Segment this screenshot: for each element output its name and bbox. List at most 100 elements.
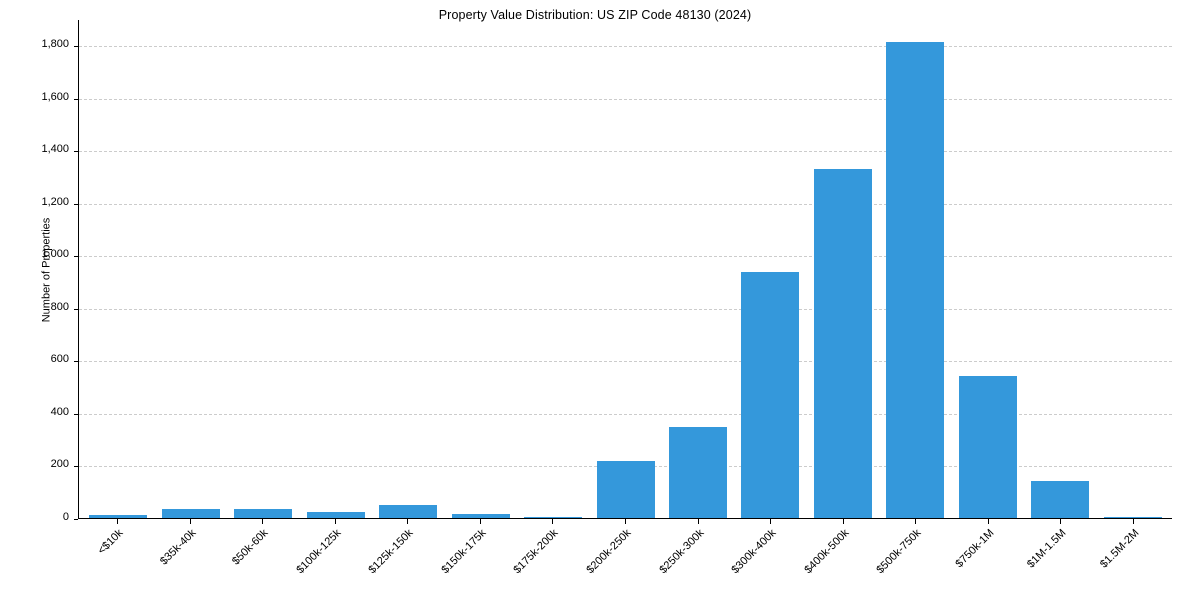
x-axis-tick-label: <$10k (95, 527, 126, 557)
bar-slot (1097, 19, 1169, 518)
y-axis-tick-mark (74, 203, 78, 205)
y-axis-tick-label: 200 (50, 458, 69, 471)
x-axis-tick-mark (407, 519, 409, 524)
x-axis-tick-mark (117, 519, 119, 524)
bar-slot (952, 19, 1024, 518)
x-axis-tick-mark (770, 519, 772, 524)
bar[interactable] (958, 375, 1017, 518)
bar-slot (517, 19, 589, 518)
x-axis-tick: $200k-250k (584, 519, 662, 590)
y-axis-tick-label: 1,600 (41, 90, 69, 103)
x-axis-tick: $500k-750k (874, 519, 952, 590)
x-axis-tick: $35k-40k (154, 519, 227, 590)
x-axis-tick: $100k-125k (294, 519, 372, 590)
x-axis-tick: $1.5M-2M (1096, 519, 1169, 590)
bar-slot (154, 19, 226, 518)
x-axis-tick: $250k-300k (657, 519, 734, 590)
x-axis-tick-mark (1060, 519, 1062, 524)
bar-slot (82, 19, 154, 518)
x-axis-tick-mark (842, 519, 844, 524)
bar[interactable] (89, 515, 148, 518)
x-axis-tick-label: $35k-40k (157, 527, 199, 568)
x-axis-tick-label: $175k-200k (511, 527, 561, 577)
x-axis-tick: $300k-400k (729, 519, 807, 590)
y-axis-tick-label: 1,000 (41, 248, 69, 261)
x-axis-tick-label: $100k-125k (294, 527, 344, 577)
bar-slot (662, 19, 734, 518)
x-axis-tick: $50k-60k (226, 519, 299, 590)
x-axis-tick-label: $300k-400k (729, 527, 779, 577)
y-axis-tick-label: 600 (50, 353, 69, 366)
bar-slot (1024, 19, 1096, 518)
x-axis-tick: $125k-150k (367, 519, 444, 590)
x-axis-tick-mark (479, 519, 481, 524)
x-axis-tick-label: $500k-750k (874, 527, 924, 577)
bar[interactable] (1103, 516, 1162, 518)
x-axis-tick: $150k-175k (439, 519, 517, 590)
chart-title: Property Value Distribution: US ZIP Code… (438, 8, 752, 22)
x-axis-tick-mark (697, 519, 699, 524)
x-axis-tick-label: $750k-1M (953, 527, 997, 571)
y-axis-tick-label: 1,800 (41, 38, 69, 51)
bar[interactable] (161, 508, 220, 518)
x-axis-tick-mark (552, 519, 554, 524)
y-axis-tick-mark (74, 46, 78, 48)
bar[interactable] (524, 516, 583, 518)
y-axis-tick-label: 1,200 (41, 195, 69, 208)
x-axis-tick: $175k-200k (512, 519, 589, 590)
x-axis-tick-mark (189, 519, 191, 524)
bar[interactable] (451, 513, 510, 518)
bar-slot (589, 19, 661, 518)
x-axis-tick-mark (915, 519, 917, 524)
y-axis-tick-mark (74, 98, 78, 100)
x-axis-tick-label: $1M-1.5M (1025, 527, 1069, 571)
x-axis-tick: <$10k (81, 519, 154, 590)
x-axis-tick-label: $250k-300k (656, 527, 707, 577)
bar-slot (372, 19, 444, 518)
x-axis-tick-label: $150k-175k (439, 527, 489, 577)
x-axis-tick: $1M-1.5M (1024, 519, 1097, 590)
x-axis-tick: $400k-500k (802, 519, 879, 590)
bar-slot (299, 19, 371, 518)
x-axis-ticks: <$10k $35k-40k $50k-60k $100k-125k $125k-150… (78, 519, 1172, 590)
x-axis-tick-label: $400k-500k (801, 527, 852, 577)
x-axis-tick-mark (334, 519, 336, 524)
bar[interactable] (306, 511, 365, 518)
y-axis-tick-label: 800 (50, 300, 69, 313)
y-axis-ticks: 0 200 400 600 800 1,000 1,200 1,400 1,600 1,800 (0, 20, 78, 523)
bar[interactable] (669, 426, 727, 518)
bar[interactable] (886, 42, 945, 518)
y-axis-tick-label: 1,400 (41, 143, 69, 156)
x-axis-tick: $750k-1M (951, 519, 1024, 590)
bar[interactable] (596, 460, 655, 518)
x-axis-tick-mark (987, 519, 989, 524)
y-axis-tick-mark (74, 256, 78, 258)
y-axis-tick-mark (74, 308, 78, 310)
x-axis-tick-label: $50k-60k (230, 527, 271, 568)
bar-series (79, 19, 1172, 518)
bar-slot (807, 19, 879, 518)
bar[interactable] (813, 168, 872, 518)
x-axis-tick-mark (1132, 519, 1134, 524)
y-axis-tick-label: 400 (50, 405, 69, 418)
bar[interactable] (234, 509, 293, 518)
y-axis-tick-mark (74, 361, 78, 363)
x-axis-tick-label: $200k-250k (584, 527, 634, 577)
bar-slot (444, 19, 516, 518)
y-axis-tick-mark (74, 519, 78, 520)
x-axis-tick-label: $1.5M-2M (1097, 527, 1142, 571)
y-axis-tick-mark (74, 466, 78, 468)
x-axis-tick-mark (262, 519, 264, 524)
plot-area (78, 20, 1172, 519)
x-axis-tick-mark (624, 519, 626, 524)
x-axis-tick-label: $125k-150k (366, 527, 416, 577)
bar[interactable] (379, 504, 438, 518)
y-axis-tick-mark (74, 413, 78, 415)
bar-slot (879, 19, 951, 518)
bar[interactable] (741, 272, 800, 518)
bar[interactable] (1031, 481, 1090, 518)
bar-slot (227, 19, 299, 518)
bar-slot (734, 19, 806, 518)
y-axis-tick-mark (74, 151, 78, 153)
